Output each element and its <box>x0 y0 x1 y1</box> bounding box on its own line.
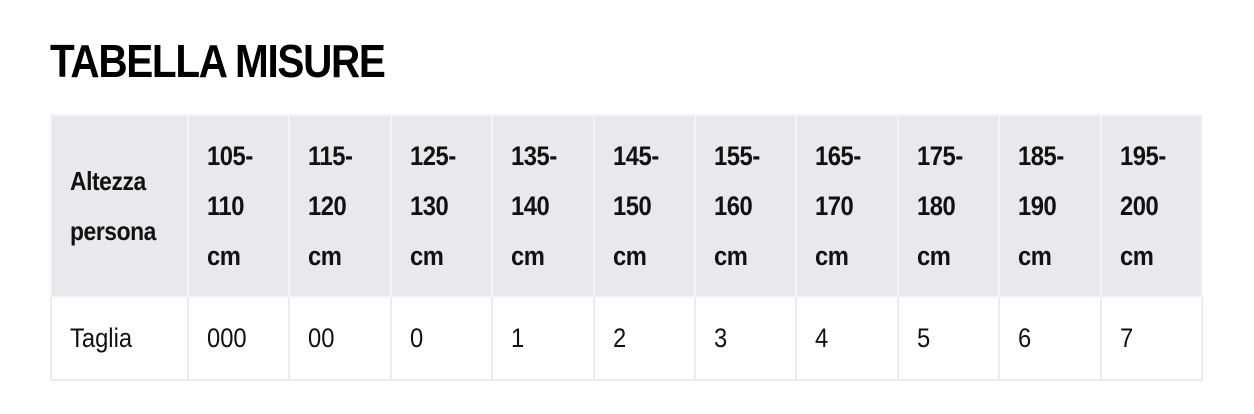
size-table: Altezza persona 105- 110 cm 115- 120 cm 125- 130… <box>50 114 1204 381</box>
header-height-range: 185- 190 cm <box>998 114 1102 298</box>
size-cell: 3 <box>693 296 798 381</box>
header-height-range: 145- 150 cm <box>592 114 696 298</box>
size-cell: 1 <box>491 296 595 381</box>
range-line: 190 <box>1018 191 1057 221</box>
range-line: 175- <box>916 141 963 171</box>
header-height-range: 165- 170 cm <box>795 114 899 298</box>
range-line: 125- <box>409 141 456 171</box>
range-line: 180 <box>916 191 956 221</box>
range-line: 120 <box>308 191 347 221</box>
header-row: Altezza persona 105- 110 cm 115- 120 cm 125- 130… <box>50 114 1204 298</box>
size-cell: 2 <box>592 296 696 381</box>
size-cell: 4 <box>795 296 899 381</box>
size-cell: 0 <box>389 296 494 381</box>
range-line: 130 <box>409 191 449 221</box>
size-cell: 7 <box>1099 296 1204 381</box>
range-line: 160 <box>713 191 753 221</box>
header-height-range: 105- 110 cm <box>186 114 291 298</box>
header-height-range: 135- 140 cm <box>491 114 595 298</box>
range-line: 170 <box>815 191 854 221</box>
size-cell: 00 <box>288 296 392 381</box>
range-line: cm <box>815 241 849 271</box>
header-height-range: 155- 160 cm <box>693 114 798 298</box>
size-value: 5 <box>916 323 930 353</box>
size-value: 4 <box>815 323 829 353</box>
size-value: 000 <box>207 323 247 353</box>
range-line: 110 <box>207 191 245 221</box>
row-label: Taglia <box>50 296 189 381</box>
size-value: 0 <box>409 323 424 353</box>
range-line: 115- <box>308 141 353 171</box>
header-label: Altezza persona <box>50 114 189 298</box>
size-value: 7 <box>1119 323 1133 353</box>
size-cell: 6 <box>998 296 1102 381</box>
range-line: cm <box>1018 241 1052 271</box>
range-line: 165- <box>815 141 862 171</box>
range-line: cm <box>409 241 444 271</box>
header-height-range: 125- 130 cm <box>389 114 494 298</box>
row-label-text: Taglia <box>70 323 133 353</box>
range-line: 195- <box>1119 141 1166 171</box>
range-line: cm <box>713 241 748 271</box>
range-line: 155- <box>713 141 760 171</box>
size-value: 1 <box>511 323 525 353</box>
table-row: Taglia 000 00 0 1 2 3 4 5 6 7 <box>50 296 1204 381</box>
range-line: 135- <box>511 141 557 171</box>
range-line: 145- <box>612 141 659 171</box>
header-label-line: Altezza <box>70 166 146 196</box>
range-line: cm <box>612 241 647 271</box>
size-value: 2 <box>612 323 626 353</box>
range-line: 150 <box>612 191 652 221</box>
range-line: 140 <box>511 191 550 221</box>
range-line: 185- <box>1018 141 1064 171</box>
range-line: cm <box>308 241 342 271</box>
range-line: cm <box>916 241 951 271</box>
header-height-range: 195- 200 cm <box>1099 114 1204 298</box>
size-cell: 000 <box>186 296 291 381</box>
size-value: 00 <box>308 323 335 353</box>
size-cell: 5 <box>896 296 1001 381</box>
header-height-range: 115- 120 cm <box>288 114 392 298</box>
header-label-line: persona <box>70 216 156 246</box>
size-value: 6 <box>1018 323 1032 353</box>
header-height-range: 175- 180 cm <box>896 114 1001 298</box>
range-line: cm <box>511 241 545 271</box>
range-line: cm <box>1119 241 1154 271</box>
range-line: cm <box>207 241 241 271</box>
page-title: TABELLA MISURE <box>50 35 386 87</box>
size-value: 3 <box>713 323 728 353</box>
range-line: 105- <box>207 141 253 171</box>
range-line: 200 <box>1119 191 1159 221</box>
